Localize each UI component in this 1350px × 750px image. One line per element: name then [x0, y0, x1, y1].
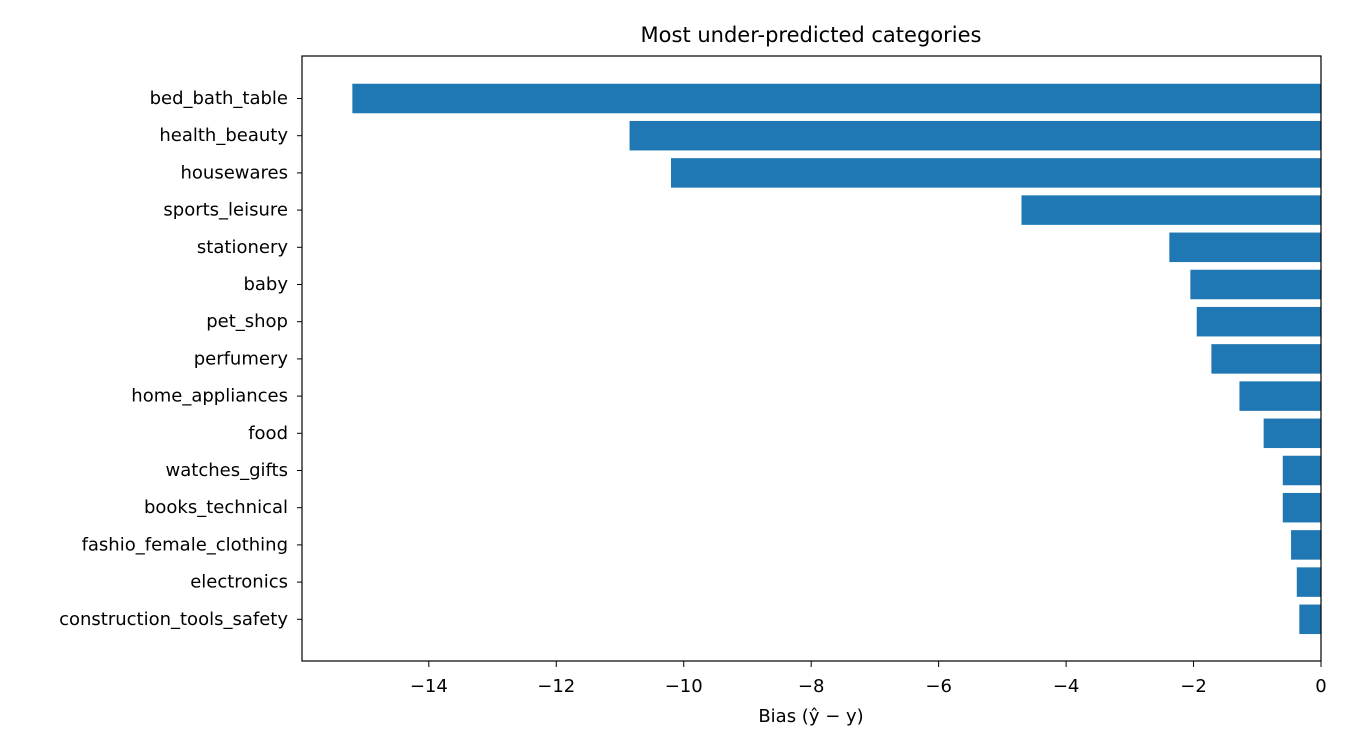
bar-health_beauty: [629, 120, 1321, 151]
bar-housewares: [670, 158, 1321, 188]
y-tick-label: housewares: [181, 162, 289, 183]
x-tick-label: −4: [1053, 676, 1080, 697]
bar-home_appliances: [1239, 381, 1321, 411]
bar-stationery: [1169, 232, 1321, 263]
bar-baby: [1190, 269, 1321, 300]
x-tick-label: 0: [1315, 676, 1326, 697]
x-tick-label: −12: [537, 676, 575, 697]
bar-pet_shop: [1196, 306, 1321, 337]
bar-perfumery: [1211, 344, 1321, 374]
y-tick-label: health_beauty: [159, 125, 288, 146]
y-tick-label: baby: [243, 274, 288, 295]
x-axis-label: Bias (ŷ − y): [758, 706, 863, 727]
y-axis-ticks: bed_bath_table health_beauty housewares spo…: [59, 88, 302, 630]
bars-group: [352, 83, 1321, 635]
y-tick-label: pet_shop: [206, 311, 288, 332]
bar-books_technical: [1282, 492, 1321, 523]
bar-fashio_female_clothing: [1291, 530, 1321, 560]
bar-electronics: [1296, 567, 1321, 597]
y-tick-label: bed_bath_table: [150, 88, 288, 109]
x-tick-label: −8: [798, 676, 825, 697]
y-tick-label: construction_tools_safety: [59, 609, 288, 630]
bar-sports_leisure: [1021, 195, 1321, 225]
x-tick-label: −2: [1180, 676, 1207, 697]
y-tick-label: perfumery: [194, 348, 289, 369]
chart-title: Most under-predicted categories: [641, 23, 982, 47]
bar-watches_gifts: [1282, 455, 1321, 486]
y-tick-label: books_technical: [144, 497, 288, 518]
x-tick-label: −10: [665, 676, 703, 697]
y-tick-label: home_appliances: [131, 386, 288, 407]
y-tick-label: electronics: [190, 572, 288, 593]
bar-food: [1263, 418, 1321, 449]
bar-construction_tools_safety: [1299, 604, 1321, 635]
y-tick-label: stationery: [197, 237, 288, 258]
x-tick-label: −6: [925, 676, 952, 697]
y-tick-label: sports_leisure: [163, 200, 288, 221]
x-axis-ticks: −14 −12 −10 −8 −6 −4 −2 0: [410, 661, 1327, 697]
x-tick-label: −14: [410, 676, 448, 697]
bar-bed_bath_table: [352, 83, 1321, 114]
y-tick-label: fashio_female_clothing: [82, 534, 288, 555]
y-tick-label: watches_gifts: [166, 460, 288, 481]
plot-frame: [301, 55, 1322, 662]
y-tick-label: food: [248, 423, 288, 444]
